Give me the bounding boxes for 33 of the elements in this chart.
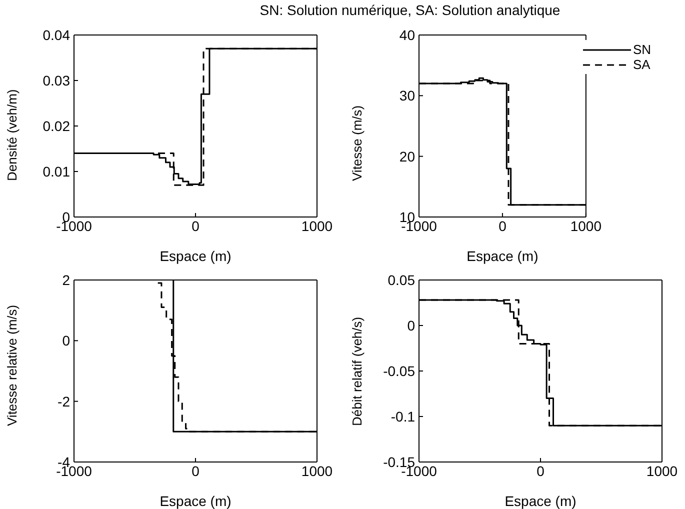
y-tick-label: -2 [58, 393, 70, 410]
x-tick-label: 0 [192, 462, 200, 479]
y-tick-label: 20 [399, 148, 416, 164]
legend-label: SA [632, 57, 650, 72]
x-tick-label: 1000 [570, 218, 602, 234]
x-axis-title: Espace (m) [504, 493, 576, 509]
x-axis-title: Espace (m) [160, 493, 232, 509]
x-tick-label: 1000 [301, 462, 333, 479]
x-tick-label: 0 [192, 218, 200, 234]
x-axis-title: Espace (m) [160, 248, 232, 264]
x-tick-label: 1000 [646, 462, 678, 479]
y-tick-label: 2 [62, 272, 70, 288]
x-tick-label: 0 [498, 218, 507, 234]
y-tick-label: -0.1 [390, 408, 416, 424]
y-tick-label: 0 [407, 317, 416, 334]
y-axis-title: Densité (veh/m) [4, 89, 20, 181]
y-tick-label: 40 [399, 26, 416, 43]
y-tick-label: 0.01 [42, 163, 70, 180]
x-tick-label: 0 [536, 462, 545, 479]
y-tick-label: 0.05 [388, 272, 416, 288]
x-tick-label: 1000 [301, 218, 333, 234]
y-axis-title: Vitesse (m/s) [350, 105, 365, 181]
text: SN: Solution numérique, SA: Solution analytique [258, 2, 562, 18]
y-tick-label: -0.05 [383, 362, 416, 379]
y-tick-label: 0.02 [42, 118, 70, 134]
y-axis-title: Vitesse relative (m/s) [4, 304, 20, 426]
y-tick-label: 0.04 [42, 26, 70, 43]
y-tick-label: 0.03 [42, 72, 70, 88]
x-axis-title: Espace (m) [466, 248, 538, 264]
legend-label: SN [632, 42, 651, 57]
y-tick-label: 0 [62, 332, 70, 349]
y-axis-title: Débit relatif (veh/s) [350, 316, 365, 426]
y-tick-label: 30 [399, 88, 416, 104]
